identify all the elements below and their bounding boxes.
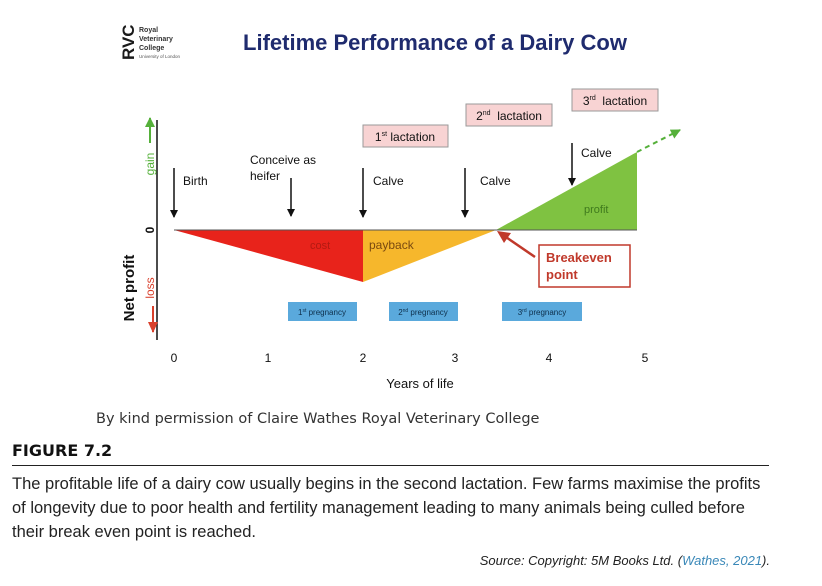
profit-label: profit [584,204,608,216]
payback-label: payback [369,238,415,252]
lactation-3-word: lactation [596,94,647,108]
pregnancy-3-num: 3 [518,308,523,317]
x-tick-2: 2 [360,351,367,365]
calve-label-1: Calve [373,174,404,188]
event-calve-2: Calve [461,168,511,218]
conceive-label-line2: heifer [250,169,280,183]
logo-line-veterinary: Veterinary [139,36,173,43]
lactation-box-2: 2nd lactation [465,103,553,127]
breakeven-label-line2: point [546,267,578,282]
pregnancy-2-sup: nd [403,308,409,314]
breakeven-label-line1: Breakeven [546,250,612,265]
caption-divider [12,465,769,466]
lactation-1-sup: st [382,131,388,138]
svg-text:2nd lactation: 2nd lactation [476,109,542,123]
x-tick-1: 1 [265,351,272,365]
x-tick-0: 0 [171,351,178,365]
x-tick-5: 5 [642,351,649,365]
pregnancy-1-word: pregnancy [306,308,346,317]
pregnancy-2-num: 2 [398,308,403,317]
cost-label: cost [310,240,330,252]
y-axis-loss-label: loss [143,277,157,298]
svg-text:2nd pregnancy: 2nd pregnancy [398,308,448,317]
logo-mark: RVC [119,24,138,60]
source-suffix: ). [762,553,770,568]
lactation-box-3: 3rd lactation [571,88,659,112]
conceive-label-line1: Conceive as [250,153,316,167]
lactation-1-num: 1 [375,130,382,144]
figure-label: FIGURE 7.2 [12,441,113,460]
svg-text:3rd pregnancy: 3rd pregnancy [518,308,567,317]
profit-region [496,152,637,230]
lactation-2-word: lactation [491,109,542,123]
source-prefix: Source: Copyright: 5M Books Ltd. ( [479,553,683,568]
cost-region [174,230,363,282]
calve-label-2: Calve [480,174,511,188]
logo-line-university: University of London [139,54,181,59]
event-calve-3: Calve [568,143,612,186]
pregnancy-3-word: pregnancy [527,308,567,317]
event-calve-1: Calve [359,168,404,218]
rvc-logo: RVC Royal Veterinary College University … [119,24,181,60]
breakeven-arrow-head [497,231,511,243]
lactation-3-sup: rd [590,95,596,102]
source-line: Source: Copyright: 5M Books Ltd. (Wathes… [480,553,770,568]
lactation-box-1: 1st lactation [362,124,449,148]
profit-trend-arrow [636,129,681,153]
lactation-2-sup: nd [483,110,491,117]
event-conceive: Conceive as heifer [250,153,316,217]
dairy-cow-lifetime-diagram: RVC Royal Veterinary College University … [119,24,681,391]
svg-text:3rd lactation: 3rd lactation [583,94,647,108]
pregnancy-3-sup: rd [522,308,527,314]
logo-line-college: College [139,45,164,52]
x-axis-label: Years of life [386,376,453,391]
pregnancy-box-1: 1st pregnancy [288,302,357,321]
y-axis-label: Net profit [121,255,138,322]
pregnancy-1-num: 1 [298,308,303,317]
permission-note: By kind permission of Claire Wathes Roya… [96,411,540,427]
lactation-2-num: 2 [476,109,483,123]
pregnancy-1-sup: st [302,308,307,314]
lactation-1-word: lactation [387,130,435,144]
breakeven-callout: Breakeven point [497,231,631,288]
y-axis: Net profit gain 0 loss [121,117,158,340]
payback-region [363,230,496,282]
lactation-3-num: 3 [583,94,590,108]
pregnancy-box-2: 2nd pregnancy [389,302,458,321]
event-birth: Birth [170,168,208,218]
pregnancy-2-word: pregnancy [408,308,448,317]
calve-label-3: Calve [581,146,612,160]
y-axis-gain-label: gain [143,153,157,176]
source-reference-link[interactable]: Wathes, 2021 [682,553,763,568]
logo-line-royal: Royal [139,27,158,34]
birth-label: Birth [183,174,208,188]
svg-text:1st lactation: 1st lactation [375,130,435,144]
x-tick-4: 4 [546,351,553,365]
y-axis-zero-label: 0 [143,226,157,233]
loss-arrow-head [148,322,158,333]
x-tick-3: 3 [452,351,459,365]
pregnancy-box-3: 3rd pregnancy [502,302,582,321]
figure-caption: The profitable life of a dairy cow usual… [12,475,761,541]
x-axis: 0 1 2 3 4 5 Years of life [171,351,649,391]
diagram-title: Lifetime Performance of a Dairy Cow [243,30,628,55]
svg-text:1st pregnancy: 1st pregnancy [298,308,346,317]
